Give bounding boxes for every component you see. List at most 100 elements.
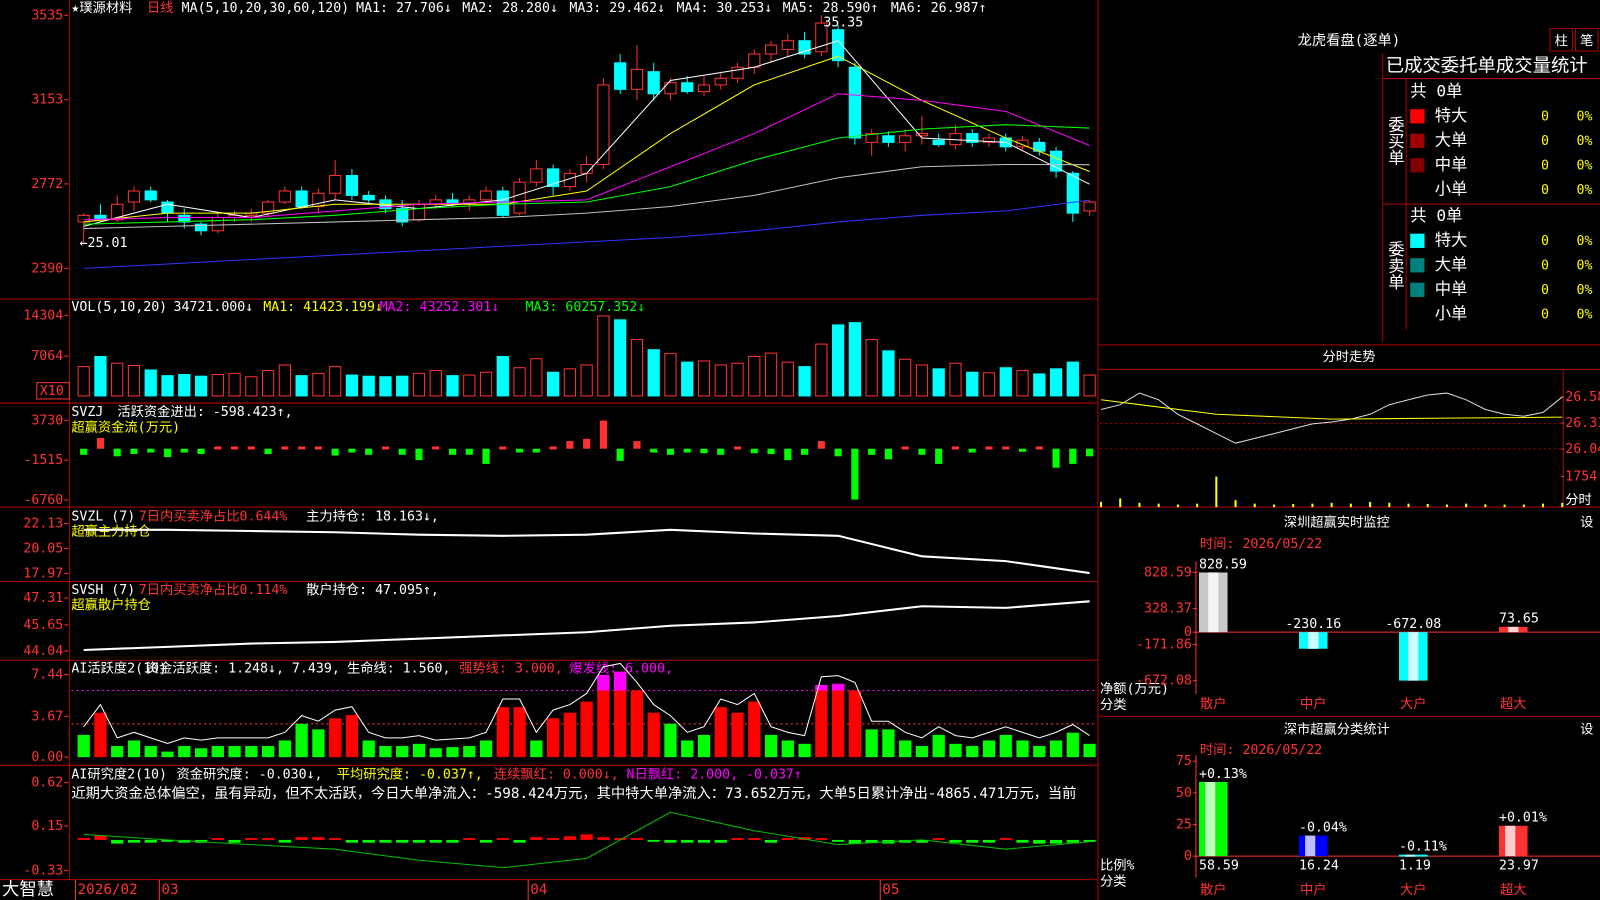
candle-body xyxy=(764,44,778,55)
candle-body xyxy=(345,175,359,196)
button[interactable]: 笔 xyxy=(1580,33,1593,49)
row-count: 0 xyxy=(1541,109,1549,124)
flow-bar xyxy=(163,448,172,458)
flow-bar xyxy=(750,448,758,454)
volume-bar xyxy=(714,364,727,397)
candle-body xyxy=(546,168,560,188)
flow-bar xyxy=(784,448,792,461)
ratio-change: -0.11% xyxy=(1399,839,1447,854)
activity-bar xyxy=(798,743,811,758)
ma-legend: MA6: 26.987↑ xyxy=(891,1,987,16)
flow-bar xyxy=(884,448,892,460)
burst-cap xyxy=(815,684,828,691)
volume-bar xyxy=(597,315,610,397)
volume-bar xyxy=(94,355,107,397)
flow-bar xyxy=(733,446,742,450)
y-tick-label: 3153 xyxy=(31,93,63,108)
flow-bar xyxy=(281,446,289,450)
candle-body xyxy=(329,175,342,194)
activity-bar xyxy=(412,743,426,758)
flow-bar xyxy=(415,448,423,461)
research-bar xyxy=(211,838,224,840)
category: 大户 xyxy=(1400,695,1427,712)
panel-name: AI研究度2(10) xyxy=(71,766,167,782)
flow-bar xyxy=(801,448,809,455)
activity-bar xyxy=(815,684,828,758)
research-bar xyxy=(714,839,727,843)
activity-bar xyxy=(513,707,526,758)
swatch xyxy=(1410,233,1425,248)
research-bar xyxy=(1083,839,1096,842)
y-tick-label: 7064 xyxy=(31,349,63,364)
category: 中户 xyxy=(1300,695,1327,712)
volume-bar xyxy=(211,373,224,397)
candle-body xyxy=(899,135,912,143)
setting-button[interactable]: 设 xyxy=(1580,514,1593,530)
row-count: 0 xyxy=(1541,283,1549,298)
candle-body xyxy=(982,137,996,143)
activity-bar xyxy=(546,718,560,758)
volume-bar xyxy=(764,352,778,397)
setting-button[interactable]: 设 xyxy=(1580,722,1593,738)
flow-bar xyxy=(180,448,188,453)
ratio-value: 58.59 xyxy=(1199,858,1239,873)
ratio-change: -0.04% xyxy=(1299,820,1347,835)
row-pct: 0% xyxy=(1577,183,1593,198)
candle-body xyxy=(815,22,828,53)
ma-line xyxy=(83,40,1090,227)
research-bar xyxy=(530,837,543,840)
ratio-change: +0.13% xyxy=(1199,767,1247,782)
activity-bar xyxy=(295,723,308,758)
y-tick-label: 45.65 xyxy=(23,618,63,633)
swatch xyxy=(1410,133,1425,148)
research-bar xyxy=(228,839,241,843)
button[interactable]: 柱 xyxy=(1555,33,1568,49)
activity-bar xyxy=(831,683,845,758)
volume-bar xyxy=(111,362,124,397)
research-bar xyxy=(681,839,694,843)
activity-line xyxy=(83,662,1090,745)
y-tick-label: 17.97 xyxy=(23,566,63,581)
flow-bar xyxy=(666,448,675,455)
research-bar xyxy=(647,839,660,842)
y-label: 净额(万元) xyxy=(1100,681,1169,697)
candle-body xyxy=(261,201,275,214)
ratio-bar-shine xyxy=(1305,835,1316,857)
y-tick-label: 0 xyxy=(1184,625,1192,640)
research-bar xyxy=(396,839,409,843)
candle-body xyxy=(697,84,711,93)
activity-bar xyxy=(999,734,1012,758)
y-tick-label: 2772 xyxy=(31,177,63,192)
volume-bar xyxy=(1016,370,1029,397)
candle-body xyxy=(1049,150,1063,172)
strong-line-label: 强势线: 3.000, xyxy=(459,660,563,676)
flow-bar xyxy=(549,446,557,450)
avg-line xyxy=(1100,399,1563,420)
activity-bar xyxy=(312,729,325,758)
flow-bar xyxy=(700,448,708,454)
volume-bar xyxy=(697,360,711,397)
volume-bar xyxy=(681,361,694,397)
activity-bar xyxy=(161,751,174,758)
research-bar xyxy=(563,836,576,840)
activity-bar xyxy=(563,712,576,758)
research-bar xyxy=(295,837,308,840)
burst-cap xyxy=(597,674,610,691)
volume-bar xyxy=(748,355,761,397)
research-bar xyxy=(362,839,375,843)
category: 超大 xyxy=(1500,696,1527,712)
volume-bar xyxy=(513,367,526,397)
row-count: 0 xyxy=(1541,258,1549,273)
candle-body xyxy=(1066,172,1079,214)
flow-bar xyxy=(566,441,574,449)
y-tick-label: 26.31 xyxy=(1565,416,1600,431)
volume-bar xyxy=(127,364,141,397)
activity-bar xyxy=(496,707,509,758)
research-bar xyxy=(580,834,593,840)
flow-bar xyxy=(901,446,909,450)
research-bar xyxy=(1066,839,1079,843)
panel-reading: 资金研究度: -0.030↓, xyxy=(177,766,323,782)
flow-bar xyxy=(482,448,490,464)
candle-body xyxy=(111,203,124,221)
